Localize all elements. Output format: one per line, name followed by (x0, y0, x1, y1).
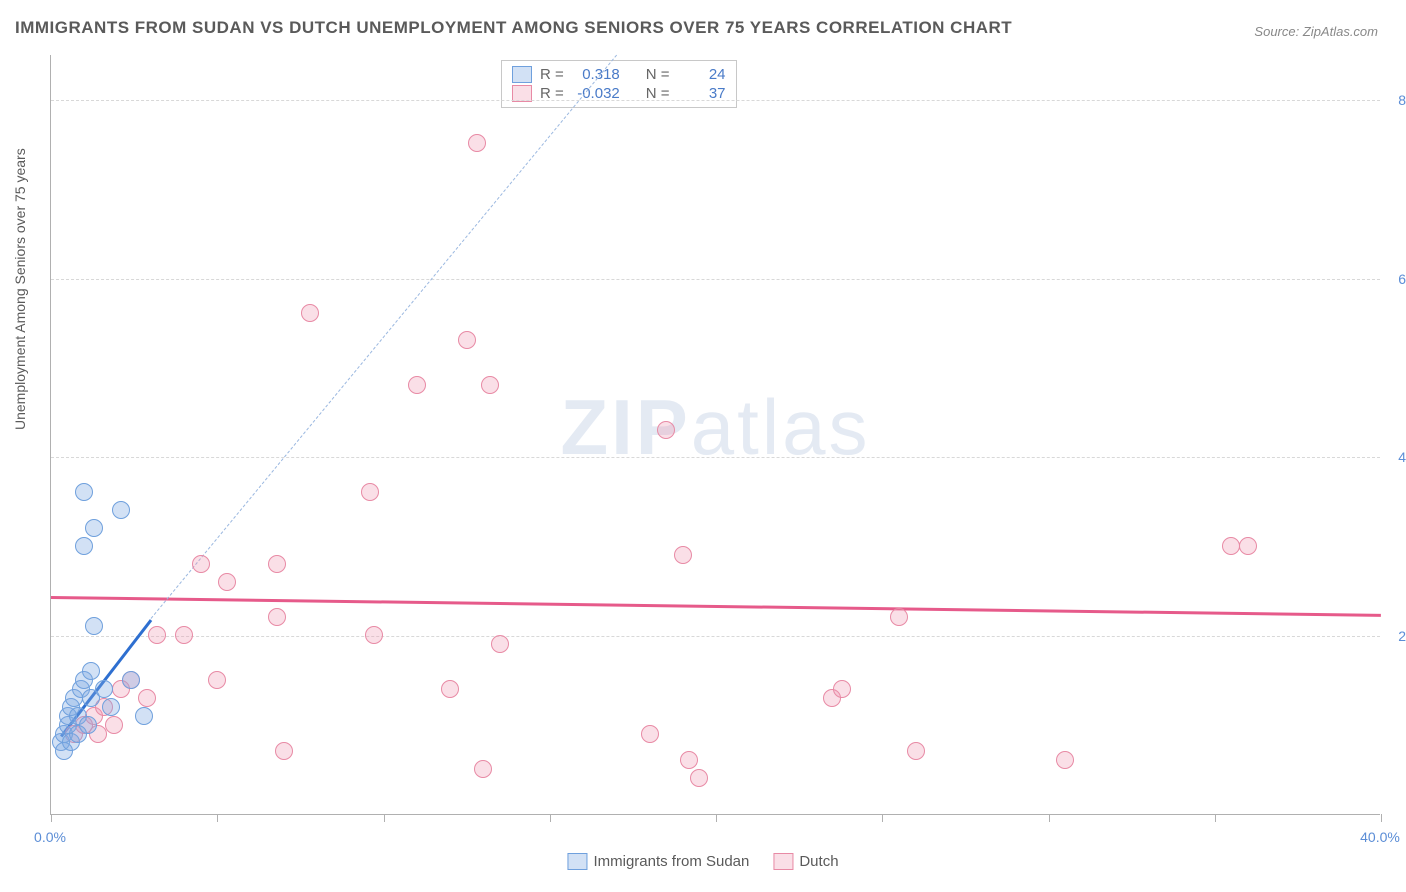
xtick-label: 0.0% (34, 829, 66, 845)
gridline (51, 279, 1380, 280)
scatter-point-dutch (833, 680, 851, 698)
scatter-point-dutch (148, 626, 166, 644)
ytick-label: 40.0% (1398, 449, 1406, 465)
trend-line-dutch (51, 596, 1381, 616)
y-axis-label: Unemployment Among Seniors over 75 years (12, 148, 28, 430)
scatter-point-sudan (75, 537, 93, 555)
trend-line-sudan-dash (150, 55, 616, 619)
ytick-label: 80.0% (1398, 92, 1406, 108)
scatter-point-dutch (907, 742, 925, 760)
source-label: Source: (1254, 24, 1299, 39)
scatter-point-dutch (138, 689, 156, 707)
scatter-point-dutch (208, 671, 226, 689)
scatter-point-dutch (1056, 751, 1074, 769)
scatter-point-dutch (491, 635, 509, 653)
xtick-label: 40.0% (1360, 829, 1400, 845)
n-value-sudan: 24 (678, 66, 726, 83)
scatter-point-dutch (365, 626, 383, 644)
source-value: ZipAtlas.com (1303, 24, 1378, 39)
swatch-sudan (512, 66, 532, 83)
xtick (51, 814, 52, 822)
scatter-point-sudan (102, 698, 120, 716)
gridline (51, 100, 1380, 101)
legend-item-dutch: Dutch (773, 853, 838, 870)
xtick (716, 814, 717, 822)
scatter-point-dutch (361, 483, 379, 501)
scatter-point-dutch (468, 134, 486, 152)
bottom-legend: Immigrants from Sudan Dutch (567, 853, 838, 870)
scatter-point-sudan (135, 707, 153, 725)
scatter-point-sudan (85, 617, 103, 635)
scatter-point-dutch (192, 555, 210, 573)
xtick (882, 814, 883, 822)
gridline (51, 636, 1380, 637)
scatter-point-dutch (408, 376, 426, 394)
scatter-point-dutch (175, 626, 193, 644)
scatter-point-dutch (1239, 537, 1257, 555)
scatter-point-sudan (112, 501, 130, 519)
legend-item-sudan: Immigrants from Sudan (567, 853, 749, 870)
scatter-point-dutch (890, 608, 908, 626)
scatter-point-dutch (301, 304, 319, 322)
scatter-point-sudan (82, 662, 100, 680)
scatter-point-sudan (69, 725, 87, 743)
xtick (1381, 814, 1382, 822)
legend-label-dutch: Dutch (799, 853, 838, 870)
xtick (550, 814, 551, 822)
scatter-point-dutch (657, 421, 675, 439)
scatter-point-dutch (275, 742, 293, 760)
scatter-point-dutch (105, 716, 123, 734)
chart-title: IMMIGRANTS FROM SUDAN VS DUTCH UNEMPLOYM… (15, 18, 1012, 38)
scatter-point-sudan (95, 680, 113, 698)
scatter-point-dutch (680, 751, 698, 769)
ytick-label: 60.0% (1398, 271, 1406, 287)
scatter-point-dutch (268, 608, 286, 626)
scatter-point-dutch (1222, 537, 1240, 555)
scatter-point-sudan (75, 483, 93, 501)
scatter-point-dutch (641, 725, 659, 743)
scatter-point-dutch (458, 331, 476, 349)
scatter-point-dutch (218, 573, 236, 591)
scatter-point-dutch (690, 769, 708, 787)
scatter-point-dutch (674, 546, 692, 564)
xtick (217, 814, 218, 822)
scatter-point-dutch (268, 555, 286, 573)
stats-legend-box: R = 0.318 N = 24 R = -0.032 N = 37 (501, 60, 737, 108)
xtick (1049, 814, 1050, 822)
swatch-sudan (567, 853, 587, 870)
scatter-point-sudan (122, 671, 140, 689)
legend-label-sudan: Immigrants from Sudan (593, 853, 749, 870)
r-label: R = (540, 66, 564, 83)
n-label: N = (646, 66, 670, 83)
swatch-dutch (773, 853, 793, 870)
scatter-point-dutch (474, 760, 492, 778)
scatter-point-dutch (481, 376, 499, 394)
gridline (51, 457, 1380, 458)
scatter-point-dutch (441, 680, 459, 698)
scatter-point-sudan (85, 519, 103, 537)
plot-area: ZIPatlas R = 0.318 N = 24 R = -0.032 N =… (50, 55, 1380, 815)
stats-row-sudan: R = 0.318 N = 24 (512, 65, 726, 84)
xtick (384, 814, 385, 822)
ytick-label: 20.0% (1398, 628, 1406, 644)
source-attribution: Source: ZipAtlas.com (1254, 24, 1378, 39)
watermark: ZIPatlas (560, 382, 870, 473)
xtick (1215, 814, 1216, 822)
